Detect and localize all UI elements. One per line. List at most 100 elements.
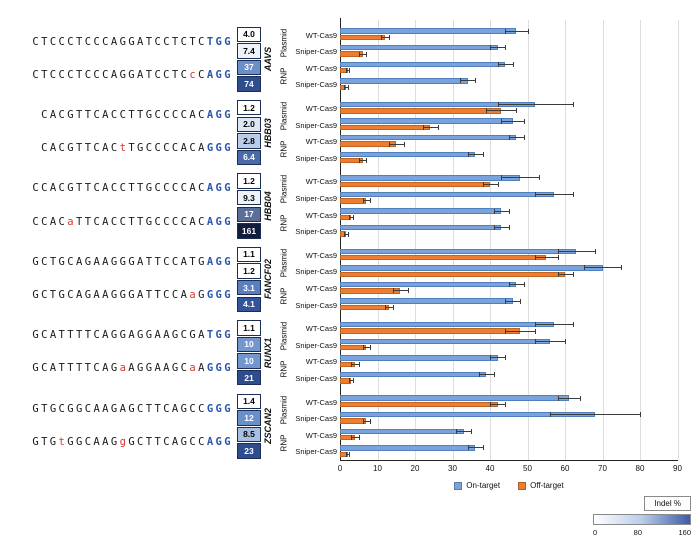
indel-ratio-box: 2.8 — [237, 133, 261, 149]
error-bar-cap — [345, 451, 347, 457]
on-target-label: On-target — [466, 481, 501, 490]
cas9-variant-label: Sniper-Cas9 — [295, 373, 337, 383]
sequence-segment-pam: GGG — [206, 402, 233, 415]
error-bar-cap — [535, 338, 536, 344]
error-bar-line — [490, 357, 505, 359]
error-bar-line — [422, 127, 438, 128]
error-bar-cap — [508, 135, 510, 141]
sequence-segment-pam: GGG — [206, 362, 233, 375]
indel-ratio-box: 10 — [237, 353, 261, 369]
on-target-bar — [340, 61, 505, 67]
indel-ratio-box: 4.0 — [237, 26, 261, 43]
error-bar-line — [493, 210, 509, 212]
error-bar-cap — [490, 45, 491, 51]
error-bar-line — [351, 363, 359, 365]
delivery-label: RNP — [279, 360, 289, 378]
legend-item-on-target: On-target — [454, 481, 500, 490]
error-bar-cap — [467, 445, 469, 451]
delivery-label: Plasmid — [279, 248, 289, 278]
error-bar-cap — [349, 68, 351, 74]
indel-ratio-box: 4.1 — [237, 296, 261, 313]
error-bar-cap — [580, 395, 581, 401]
sequence-segment-pam: AGG — [206, 435, 233, 448]
colorbar-tick-max: 160 — [678, 528, 691, 537]
gridline — [640, 20, 641, 460]
delivery-label: Plasmid — [279, 175, 289, 204]
delivery-label: Plasmid — [279, 28, 289, 57]
sequence-segment-mm: g — [119, 435, 129, 448]
indel-ratio-box: 1.2 — [237, 263, 261, 279]
error-bar-cap — [523, 118, 525, 124]
on-target-bar — [340, 45, 498, 51]
error-bar-line — [505, 30, 528, 32]
error-bar-cap — [572, 322, 574, 328]
sequence-segment-base: GTG — [32, 435, 59, 448]
sequence-segment-mm: a — [189, 289, 199, 301]
error-bar-cap — [493, 208, 495, 214]
off-target-bar — [340, 401, 498, 408]
error-bar-line — [501, 177, 539, 179]
error-bar-line — [557, 397, 580, 399]
off-target-sequence: GTGtGGCAAGgGCTTCAGCCAGG — [0, 436, 233, 448]
error-bar-line — [497, 63, 513, 65]
error-bar-line — [508, 137, 524, 139]
cas9-variant-label: Sniper-Cas9 — [295, 447, 337, 457]
error-bar-cap — [467, 151, 469, 157]
indel-ratio-box: 21 — [237, 369, 261, 386]
indel-ratio-box: 161 — [237, 223, 261, 239]
colorbar-tick-min: 0 — [593, 528, 598, 537]
error-bar-line — [557, 250, 595, 252]
indel-ratio-box: 6.4 — [237, 149, 261, 166]
off-target-bar — [340, 108, 502, 114]
error-bar-line — [392, 290, 408, 292]
error-bar-cap — [349, 215, 351, 220]
gene-label: ZSCAN2 — [263, 408, 273, 445]
x-axis-tick-label: 60 — [560, 464, 570, 473]
sequence-segment-base: CTCCCTCCCAGGATCCTC — [32, 68, 190, 81]
off-target-sequence: CACGTTCACtTGCCCCACAGGG — [0, 142, 233, 154]
sequence-segment-base: GCTTCAGCC — [128, 435, 207, 448]
off-target-swatch-icon — [518, 481, 527, 490]
on-target-sequence: GTGCGGCAAGAGCTTCAGCCGGG — [0, 403, 233, 415]
error-bar-line — [535, 257, 558, 259]
sequence-segment-pam: AGG — [206, 68, 233, 81]
cas9-variant-label: Sniper-Cas9 — [295, 153, 337, 163]
cas9-variant-label: WT-Cas9 — [305, 137, 337, 147]
error-bar-cap — [505, 298, 506, 304]
on-target-swatch-icon — [454, 481, 463, 490]
on-target-bar — [340, 338, 550, 344]
cas9-variant-label: WT-Cas9 — [305, 210, 337, 220]
gridline — [602, 20, 604, 460]
gene-label: HBB03 — [263, 117, 273, 148]
error-bar-cap — [392, 305, 394, 310]
delivery-label: RNP — [279, 434, 289, 452]
cas9-variant-label: WT-Cas9 — [305, 30, 337, 40]
error-bar-line — [362, 347, 370, 349]
cas9-variant-label: WT-Cas9 — [305, 63, 337, 73]
indel-ratio-box: 1.2 — [237, 173, 261, 189]
error-bar-cap — [366, 158, 368, 164]
sequence-segment-base: CCAC — [32, 215, 68, 228]
indel-ratio-box: 10 — [237, 336, 261, 353]
on-target-bar — [340, 371, 487, 378]
sequence-segment-pam: GGG — [206, 142, 233, 155]
error-bar-cap — [557, 255, 559, 261]
off-target-sequence: CTCCCTCCCAGGATCCTCcCAGG — [0, 69, 233, 81]
off-target-bar — [340, 304, 389, 311]
error-bar-cap — [351, 361, 353, 367]
error-bar-cap — [370, 418, 371, 424]
sequence-segment-mm: c — [189, 68, 199, 81]
sequence-segment-pam: GGG — [206, 289, 233, 301]
error-bar-line — [349, 380, 354, 382]
error-bar-line — [505, 300, 520, 302]
error-bar-line — [388, 143, 404, 145]
cas9-variant-label: WT-Cas9 — [305, 283, 337, 293]
sequence-segment-mm: t — [58, 435, 68, 448]
error-bar-cap — [490, 355, 491, 361]
sequence-segment-base: GCATTTTCAGGAGGAAGCGA — [32, 329, 207, 342]
sequence-segment-mm: a — [119, 362, 129, 375]
error-bar-cap — [475, 78, 476, 84]
sequence-segment-pam: TGG — [206, 329, 233, 342]
x-axis-tick-label: 0 — [337, 464, 343, 473]
error-bar-cap — [347, 84, 349, 90]
